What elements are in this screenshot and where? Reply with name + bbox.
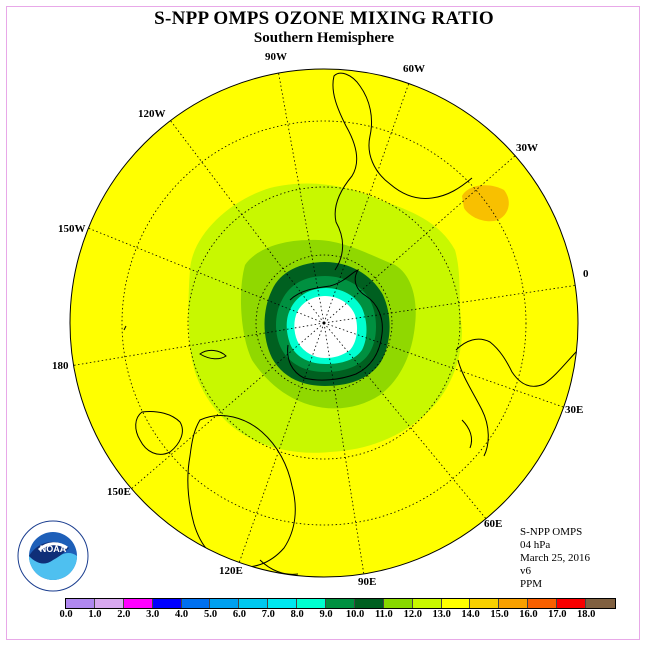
figure-frame [6,6,640,640]
lon-label-30w: 30W [516,142,538,154]
color-bar-cell [152,599,182,608]
color-bar-cell [94,599,124,608]
color-bar-cell [239,599,269,608]
color-bar-tick-label: 11.0 [374,609,393,620]
color-bar-tick-label: 9.0 [319,609,333,620]
color-bar-cell [268,599,298,608]
lon-label-60e: 60E [484,518,503,530]
map-boundary [69,68,579,578]
color-bar-tick-label: 18.0 [577,609,596,620]
lon-label-150w: 150W [58,223,86,235]
lon-label-0: 0 [583,268,589,280]
noaa-logo: NOAA [17,520,89,592]
color-bar-tick-label: 17.0 [548,609,567,620]
lon-label-120w: 120W [138,108,166,120]
color-bar-tick-label: 5.0 [203,609,218,620]
color-bar-tick-label: 4.0 [175,609,189,620]
lon-label-150e: 150E [107,486,131,498]
lon-label-120e: 120E [219,565,243,577]
color-bar-cell [123,599,153,608]
lon-label-30e: 30E [565,404,584,416]
info-version: v6 [520,565,531,577]
south-pole-marker [322,321,326,325]
color-bar-tick-label: 2.0 [117,609,131,620]
color-bar-cell [528,599,558,608]
map-subtitle: Southern Hemisphere [253,30,395,46]
polar-night-area [294,296,358,358]
color-bar-cell [499,599,529,608]
info-panel: S-NPP OMPS 04 hPa March 25, 2016 v6 PPM [520,526,590,591]
color-bar-cell [66,599,95,608]
color-bar-tick-label: 12.0 [403,609,422,620]
color-bar-tick-label: 7.0 [261,609,275,620]
info-level: 04 hPa [520,539,551,551]
color-bar [65,598,616,609]
color-bar-cell [441,599,471,608]
info-date: March 25, 2016 [520,552,590,564]
color-bar-tick-label: 10.0 [345,609,365,620]
color-bar-cell [586,599,615,608]
color-bar-cell [383,599,413,608]
color-bar-cell [470,599,500,608]
info-instrument: S-NPP OMPS [520,526,583,538]
logo-text: NOAA [40,544,67,554]
color-bar-cell [354,599,384,608]
lon-label-90w: 90W [265,51,287,63]
color-bar-ticks: 0.0 1.0 2.0 3.0 4.0 5.0 6.0 7.0 8.0 9.0 10.0 11.0 12… [59,609,595,623]
color-bar-tick-label: 14.0 [461,609,480,620]
lon-label-60w: 60W [403,63,425,75]
color-bar-tick-label: 0.0 [59,609,73,620]
color-bar-tick-label: 1.0 [88,609,102,620]
color-bar-tick-label: 15.0 [490,609,509,620]
coastlines [123,72,578,575]
color-bar-cell [326,599,355,608]
lon-label-90e: 90E [358,576,377,588]
color-bar-tick-label: 13.0 [432,609,451,620]
color-bar-tick-label: 3.0 [146,609,160,620]
color-bar-cell [557,599,587,608]
color-bar-tick-label: 8.0 [290,609,304,620]
color-bar-tick-label: 16.0 [519,609,538,620]
color-bar-tick-label: 6.0 [232,609,246,620]
color-bar-cell [297,599,327,608]
field-14-15-patch [462,185,509,222]
map-title: S-NPP OMPS OZONE MIXING RATIO [154,8,494,29]
lon-label-180: 180 [52,360,69,372]
color-bar-cell [181,599,211,608]
graticule [70,69,578,576]
color-bar-cell [412,599,442,608]
info-units: PPM [520,578,543,590]
color-bar-cell [210,599,240,608]
